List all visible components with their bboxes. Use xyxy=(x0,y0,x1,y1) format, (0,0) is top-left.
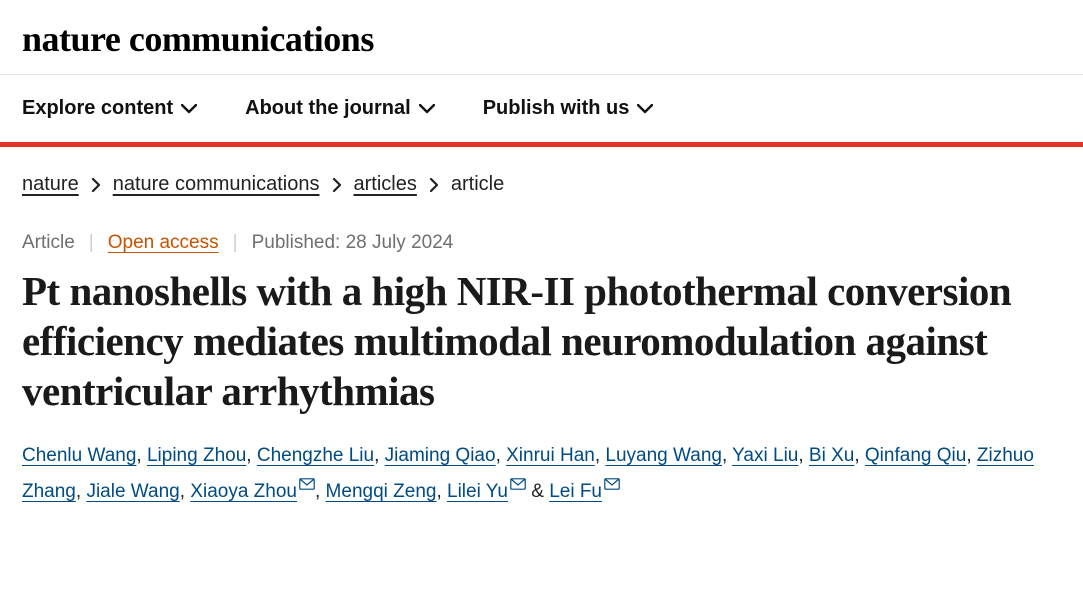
author-link[interactable]: Lilei Yu xyxy=(447,481,508,502)
author-link[interactable]: Yaxi Liu xyxy=(732,445,798,466)
nav-label: About the journal xyxy=(245,97,411,120)
article-title: Pt nanoshells with a high NIR-II phototh… xyxy=(0,262,1083,430)
nav-about-journal[interactable]: About the journal xyxy=(245,97,435,120)
author-link[interactable]: Liping Zhou xyxy=(147,445,246,466)
author-separator: , xyxy=(496,445,507,466)
mail-icon xyxy=(299,478,315,490)
author-link[interactable]: Lei Fu xyxy=(549,481,602,502)
published-value: 28 July 2024 xyxy=(346,232,454,253)
author-separator: , xyxy=(854,445,865,466)
breadcrumb-link-articles[interactable]: articles xyxy=(354,173,417,196)
chevron-right-icon xyxy=(332,178,342,192)
breadcrumb-current: article xyxy=(451,173,504,196)
breadcrumb-link-journal[interactable]: nature communications xyxy=(113,173,320,196)
nav-explore-content[interactable]: Explore content xyxy=(22,97,197,120)
author-separator: , xyxy=(374,445,385,466)
chevron-right-icon xyxy=(91,178,101,192)
author-separator: & xyxy=(526,481,549,502)
author-separator: , xyxy=(722,445,732,466)
author-separator: , xyxy=(798,445,809,466)
author-separator: , xyxy=(246,445,257,466)
author-separator: , xyxy=(595,445,606,466)
mail-icon xyxy=(510,478,526,490)
author-separator: , xyxy=(966,445,977,466)
nav-label: Explore content xyxy=(22,97,173,120)
author-link[interactable]: Mengqi Zeng xyxy=(326,481,437,502)
chevron-down-icon xyxy=(181,104,197,114)
author-link[interactable]: Bi Xu xyxy=(809,445,854,466)
author-link[interactable]: Chenlu Wang xyxy=(22,445,136,466)
nav-publish-with-us[interactable]: Publish with us xyxy=(483,97,654,120)
journal-logo[interactable]: nature communications xyxy=(22,18,1061,60)
author-link[interactable]: Chengzhe Liu xyxy=(257,445,374,466)
meta-separator: | xyxy=(233,232,238,254)
mail-icon xyxy=(604,478,620,490)
author-link[interactable]: Xiaoya Zhou xyxy=(190,481,297,502)
chevron-right-icon xyxy=(429,178,439,192)
nav-label: Publish with us xyxy=(483,97,630,120)
chevron-down-icon xyxy=(637,104,653,114)
meta-separator: | xyxy=(89,232,94,254)
author-separator: , xyxy=(436,481,447,502)
author-separator: , xyxy=(315,481,326,502)
published-date: Published: 28 July 2024 xyxy=(252,232,454,254)
author-separator: , xyxy=(180,481,191,502)
author-list: Chenlu Wang, Liping Zhou, Chengzhe Liu, … xyxy=(0,430,1083,526)
author-link[interactable]: Luyang Wang xyxy=(605,445,722,466)
breadcrumb: nature nature communications articles ar… xyxy=(0,147,1083,204)
article-meta: Article | Open access | Published: 28 Ju… xyxy=(0,204,1083,262)
author-link[interactable]: Xinrui Han xyxy=(506,445,595,466)
published-label: Published: xyxy=(252,232,341,253)
author-separator: , xyxy=(136,445,147,466)
article-type: Article xyxy=(22,232,75,254)
breadcrumb-link-nature[interactable]: nature xyxy=(22,173,79,196)
author-link[interactable]: Jiaming Qiao xyxy=(385,445,496,466)
author-separator: , xyxy=(76,481,87,502)
chevron-down-icon xyxy=(419,104,435,114)
primary-nav: Explore content About the journal Publis… xyxy=(0,75,1083,142)
open-access-link[interactable]: Open access xyxy=(108,232,219,254)
author-link[interactable]: Qinfang Qiu xyxy=(865,445,966,466)
author-link[interactable]: Jiale Wang xyxy=(86,481,179,502)
